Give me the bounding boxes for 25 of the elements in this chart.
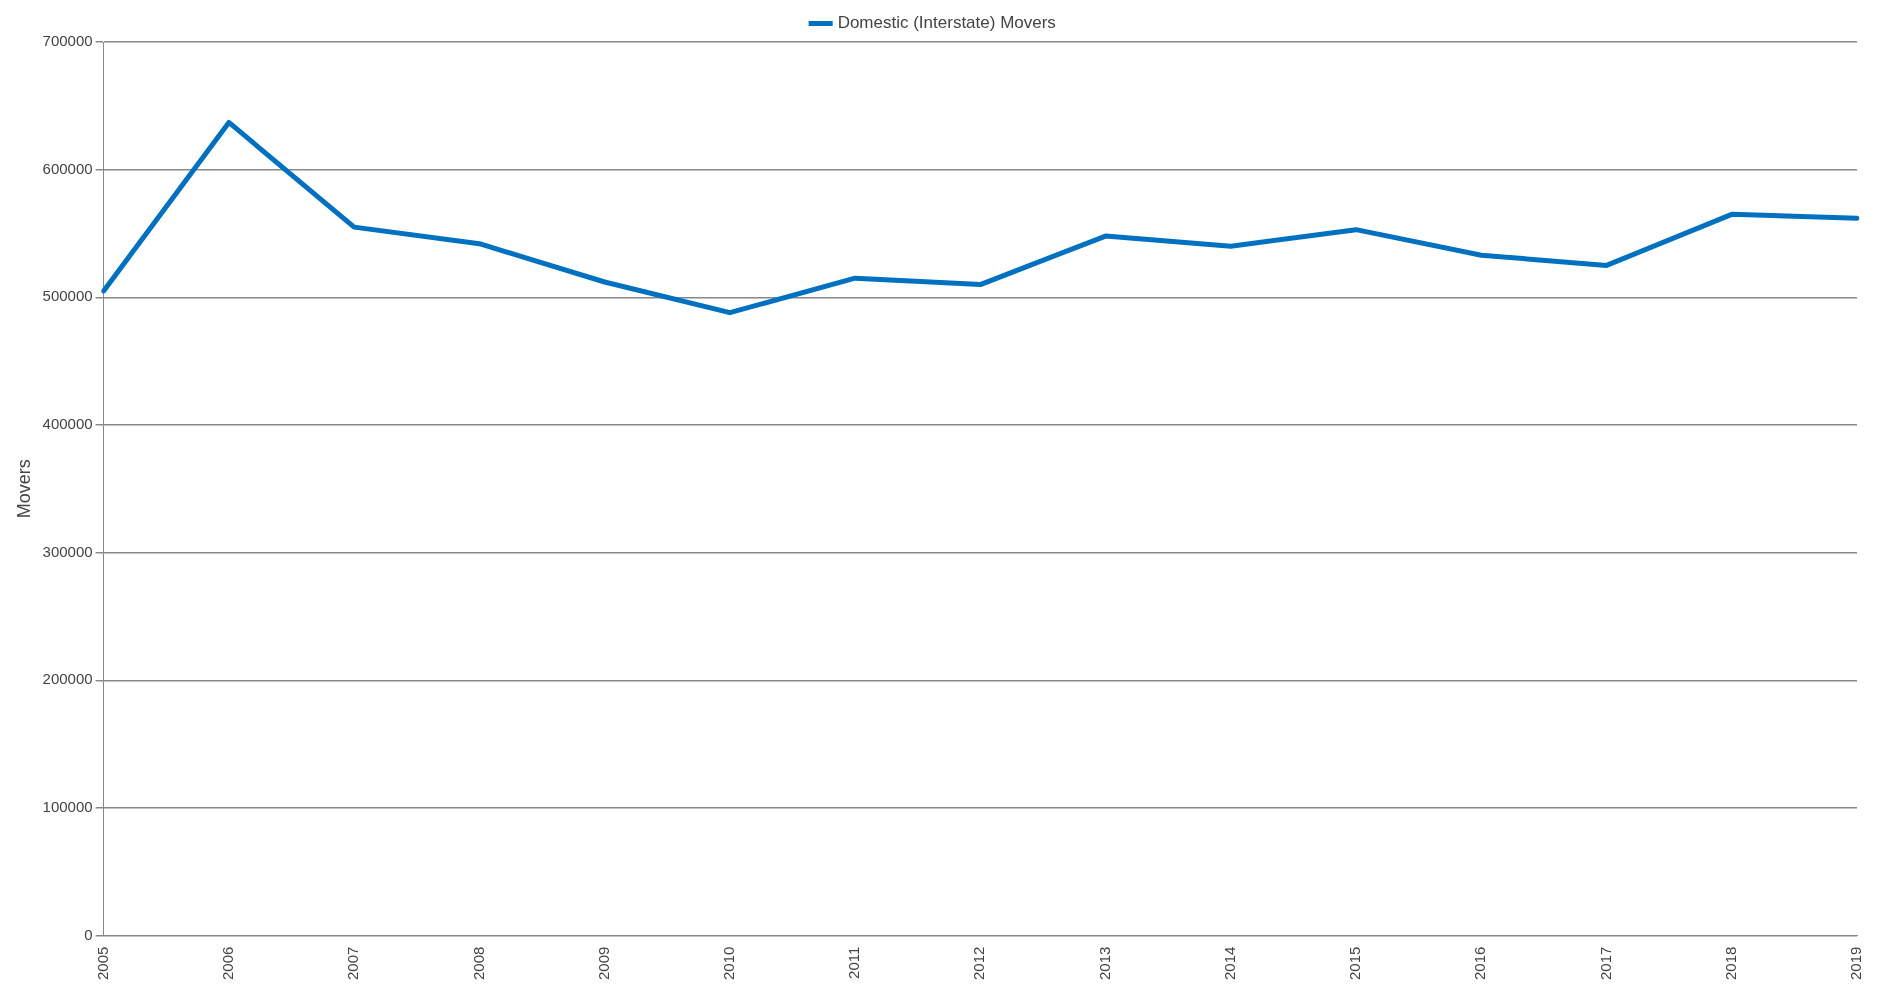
x-tick-label: 2014 <box>1220 946 1238 981</box>
x-tick-label: 2009 <box>594 946 612 981</box>
x-tick-label: 2013 <box>1095 946 1113 981</box>
x-tick-label: 2018 <box>1721 946 1739 981</box>
x-tick-label: 2015 <box>1346 946 1364 981</box>
y-tick-label: 100000 <box>42 798 93 816</box>
y-tick-label: 0 <box>84 925 93 943</box>
y-tick-label: 300000 <box>42 542 93 560</box>
x-tick-label: 2007 <box>344 946 362 981</box>
x-tick-label: 2012 <box>970 946 988 981</box>
x-tick-label: 2017 <box>1596 946 1614 981</box>
y-tick-label: 700000 <box>42 32 93 50</box>
y-tick-label: 400000 <box>42 415 93 433</box>
x-tick-label: 2008 <box>469 946 487 981</box>
x-tick-label: 2011 <box>845 946 863 979</box>
x-tick-label: 2019 <box>1847 946 1865 981</box>
x-tick-label: 2005 <box>93 946 111 981</box>
legend-label: Domestic (Interstate) Movers <box>837 13 1056 33</box>
y-tick-label: 600000 <box>42 159 93 177</box>
x-tick-label: 2010 <box>719 946 737 981</box>
y-tick-label: 500000 <box>42 287 93 305</box>
x-tick-label: 2016 <box>1471 946 1489 981</box>
y-axis-title: Movers <box>13 459 34 519</box>
x-tick-label: 2006 <box>219 946 237 981</box>
y-tick-label: 200000 <box>42 670 93 688</box>
